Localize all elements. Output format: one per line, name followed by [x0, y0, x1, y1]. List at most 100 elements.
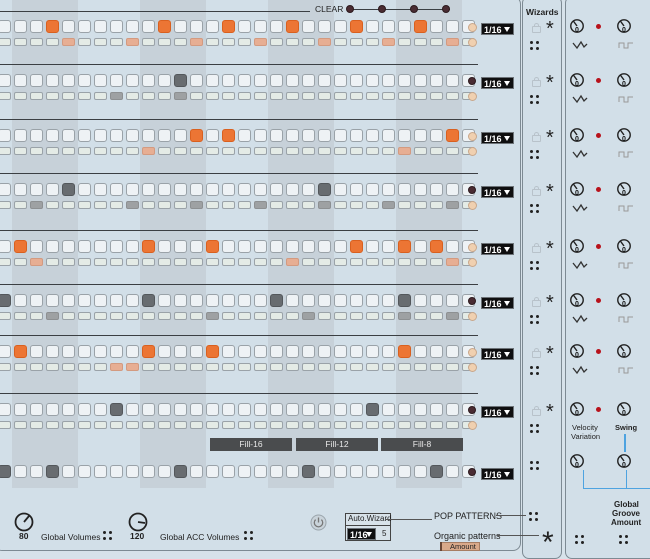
clear-button-3[interactable]	[410, 5, 418, 13]
step-cell[interactable]	[142, 294, 155, 307]
step-cell[interactable]	[398, 240, 411, 253]
step-cell[interactable]	[430, 74, 443, 87]
step-cell[interactable]	[94, 465, 107, 478]
accent-cell[interactable]	[398, 312, 411, 320]
step-cell[interactable]	[46, 403, 59, 416]
step-cell[interactable]	[334, 183, 347, 196]
accent-cell[interactable]	[78, 92, 91, 100]
step-cell[interactable]	[222, 74, 235, 87]
knob[interactable]	[616, 343, 632, 359]
accent-cell[interactable]	[14, 201, 27, 209]
step-cell[interactable]	[78, 129, 91, 142]
accent-cell[interactable]	[286, 92, 299, 100]
knob[interactable]	[616, 292, 632, 308]
step-cell[interactable]	[222, 465, 235, 478]
accent-cell[interactable]	[62, 312, 75, 320]
step-cell[interactable]	[382, 345, 395, 358]
step-cell[interactable]	[222, 403, 235, 416]
step-cell[interactable]	[270, 403, 283, 416]
step-cell[interactable]	[190, 20, 203, 33]
track-led[interactable]	[468, 348, 477, 357]
step-cell[interactable]	[94, 294, 107, 307]
step-cell[interactable]	[14, 465, 27, 478]
step-cell[interactable]	[350, 403, 363, 416]
fill-button[interactable]: Fill-16	[210, 438, 292, 451]
knob[interactable]	[569, 127, 585, 143]
rate-dropdown[interactable]: 1/16	[481, 348, 514, 360]
step-cell[interactable]	[126, 129, 139, 142]
step-cell[interactable]	[334, 294, 347, 307]
accent-cell[interactable]	[222, 258, 235, 266]
rate-dropdown[interactable]: 1/16	[481, 186, 514, 198]
groove-dots-2[interactable]	[619, 535, 629, 545]
step-cell[interactable]	[94, 403, 107, 416]
step-cell[interactable]	[14, 129, 27, 142]
step-cell[interactable]	[142, 74, 155, 87]
step-cell[interactable]	[0, 183, 11, 196]
step-cell[interactable]	[78, 20, 91, 33]
step-cell[interactable]	[190, 240, 203, 253]
accent-cell[interactable]	[62, 201, 75, 209]
accent-cell[interactable]	[78, 363, 91, 371]
step-cell[interactable]	[190, 74, 203, 87]
accent-cell[interactable]	[158, 258, 171, 266]
rate-dropdown[interactable]: 1/16	[481, 23, 514, 35]
step-cell[interactable]	[238, 403, 251, 416]
step-cell[interactable]	[254, 20, 267, 33]
step-cell[interactable]	[126, 403, 139, 416]
accent-cell[interactable]	[0, 147, 11, 155]
accent-cell[interactable]	[142, 147, 155, 155]
accent-cell[interactable]	[238, 201, 251, 209]
accent-cell[interactable]	[286, 421, 299, 429]
step-cell[interactable]	[30, 403, 43, 416]
accent-cell[interactable]	[158, 312, 171, 320]
step-cell[interactable]	[158, 294, 171, 307]
step-cell[interactable]	[398, 294, 411, 307]
wizard-asterisk-icon[interactable]: *	[546, 343, 554, 365]
accent-cell[interactable]	[126, 147, 139, 155]
accent-cell[interactable]	[430, 363, 443, 371]
accent-cell[interactable]	[174, 201, 187, 209]
accent-cell[interactable]	[190, 38, 203, 46]
step-cell[interactable]	[94, 345, 107, 358]
step-cell[interactable]	[142, 129, 155, 142]
step-cell[interactable]	[270, 345, 283, 358]
step-cell[interactable]	[430, 240, 443, 253]
step-cell[interactable]	[446, 294, 459, 307]
step-cell[interactable]	[30, 465, 43, 478]
wizard-asterisk-icon[interactable]: *	[546, 72, 554, 94]
accent-cell[interactable]	[14, 363, 27, 371]
wizard-dots[interactable]	[530, 366, 540, 376]
accent-cell[interactable]	[254, 421, 267, 429]
step-cell[interactable]	[270, 465, 283, 478]
step-cell[interactable]	[382, 294, 395, 307]
accent-cell[interactable]	[206, 258, 219, 266]
step-cell[interactable]	[446, 240, 459, 253]
step-cell[interactable]	[62, 465, 75, 478]
accent-cell[interactable]	[430, 38, 443, 46]
accent-cell[interactable]	[126, 312, 139, 320]
accent-cell[interactable]	[0, 363, 11, 371]
accent-cell[interactable]	[446, 147, 459, 155]
rate-dropdown[interactable]: 1/16	[481, 297, 514, 309]
accent-cell[interactable]	[382, 421, 395, 429]
accent-cell[interactable]	[334, 38, 347, 46]
step-cell[interactable]	[142, 345, 155, 358]
knob[interactable]	[569, 292, 585, 308]
accent-cell[interactable]	[126, 201, 139, 209]
step-cell[interactable]	[0, 20, 11, 33]
step-cell[interactable]	[158, 240, 171, 253]
step-cell[interactable]	[382, 465, 395, 478]
step-cell[interactable]	[62, 240, 75, 253]
accent-cell[interactable]	[238, 38, 251, 46]
step-cell[interactable]	[46, 240, 59, 253]
lock-icon[interactable]	[532, 23, 541, 33]
step-cell[interactable]	[62, 345, 75, 358]
accent-cell[interactable]	[254, 201, 267, 209]
step-cell[interactable]	[110, 345, 123, 358]
lock-icon[interactable]	[532, 132, 541, 142]
accent-cell[interactable]	[446, 363, 459, 371]
step-cell[interactable]	[110, 20, 123, 33]
accent-cell[interactable]	[238, 421, 251, 429]
accent-cell[interactable]	[302, 421, 315, 429]
